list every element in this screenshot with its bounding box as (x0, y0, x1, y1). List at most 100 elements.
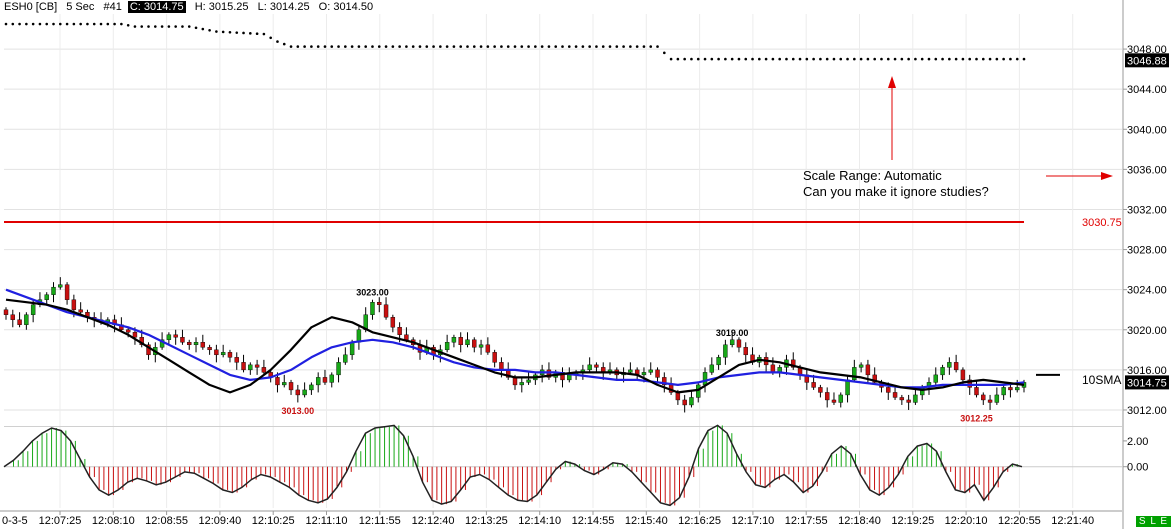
candle-body (58, 284, 63, 288)
chart-header: ESH0 [CB] 5 Sec #41 C: 3014.75 H: 3015.25… (4, 1, 379, 13)
study-dot (771, 57, 775, 61)
study-dot (995, 57, 999, 61)
study-dot (547, 45, 551, 48)
study-dot (629, 45, 632, 48)
study-dot (778, 57, 781, 61)
study-dot (4, 22, 8, 26)
study-dot (126, 23, 130, 27)
study-dot (934, 57, 938, 61)
candle-body (906, 399, 911, 403)
candle-body (254, 364, 260, 368)
price-label-box (1125, 375, 1169, 390)
study-dot (364, 45, 367, 48)
candle-body (10, 314, 15, 320)
time-tick-label: 12:07:25 (39, 515, 82, 527)
candle-body (478, 344, 484, 348)
candle-body (71, 299, 77, 310)
study-dot (649, 45, 653, 48)
candle-body (736, 339, 742, 348)
study-dot (676, 57, 680, 61)
candle-body (444, 342, 450, 351)
time-tick-label: 12:15:40 (625, 515, 668, 527)
study-dot (486, 45, 490, 48)
study-dot (147, 25, 150, 28)
candle-body (132, 332, 138, 338)
candle-body (791, 359, 796, 368)
candle-body (953, 362, 959, 371)
study-dot (120, 22, 123, 26)
study-dot (113, 22, 116, 26)
study-dot (79, 22, 82, 26)
candle-body (831, 399, 837, 403)
candle-body (30, 304, 36, 315)
time-tick-label: 12:10:25 (252, 515, 295, 527)
study-dot (920, 57, 924, 61)
candle-body (628, 369, 633, 373)
candle-body (187, 342, 192, 346)
study-dot (696, 57, 700, 61)
study-dot (812, 57, 815, 61)
extreme-price-label: 3023.00 (356, 288, 389, 298)
time-tick-label: 12:09:40 (198, 515, 241, 527)
study-dot (819, 57, 822, 61)
candle-body (282, 382, 287, 386)
study-dot (717, 57, 720, 61)
study-dot (880, 57, 883, 61)
study-dot (65, 22, 69, 26)
candle-body (546, 369, 552, 378)
price-label-box (1125, 53, 1169, 68)
study-dot (798, 57, 802, 61)
candle-body (241, 362, 246, 371)
candle-body (275, 377, 280, 386)
axis-tick-label: 2.00 (1127, 436, 1148, 448)
candle-body (499, 362, 504, 371)
study-dot (832, 57, 836, 61)
study-label: 10SMA (1082, 373, 1121, 387)
study-dot (344, 45, 347, 48)
study-dot (405, 45, 408, 48)
low-price-label: L: 3014.25 (257, 1, 310, 13)
study-dot (215, 30, 218, 33)
candle-body (519, 382, 524, 386)
study-dot (38, 22, 42, 26)
study-dot (791, 57, 795, 61)
study-dot (581, 45, 585, 48)
candle-body (913, 394, 918, 403)
study-dot (472, 45, 476, 48)
status-badge[interactable]: S L E (1135, 516, 1171, 527)
study-dot (988, 57, 992, 61)
study-dot (133, 25, 137, 28)
candlestick-series (3, 277, 1027, 413)
time-tick-label: 12:17:10 (731, 515, 774, 527)
study-dot (432, 45, 435, 48)
axis-tick-label: 3016.00 (1127, 365, 1167, 377)
time-tick-label: 12:17:55 (785, 515, 828, 527)
price-label: 3046.88 (1127, 55, 1167, 67)
study-dot (208, 28, 211, 32)
study-dot (174, 25, 177, 28)
candle-body (24, 314, 29, 325)
study-dot (968, 57, 972, 61)
interval-label: 5 Sec (66, 1, 95, 13)
study-dot (221, 30, 225, 34)
candle-body (44, 294, 49, 300)
data-labels: 3023.00 3013.00 3019.00 3012.25 (282, 288, 993, 424)
price-axis: 3048.00 3044.00 3040.00 3036.00 3032.00 3028.… (1082, 0, 1169, 529)
dotted-study-series (4, 22, 1026, 61)
candle-body (451, 337, 457, 343)
study-dot (561, 45, 564, 48)
candle-body (974, 387, 979, 396)
candle-body (404, 334, 409, 340)
study-dot (72, 22, 76, 26)
study-dot (690, 57, 693, 61)
annotation-note: Scale Range: Automatic Can you make it i… (803, 168, 989, 200)
study-dot (350, 45, 354, 48)
candle-body (166, 334, 172, 340)
study-dot (663, 51, 666, 55)
candle-body (248, 364, 253, 371)
study-dot (866, 57, 870, 61)
candle-body (227, 352, 233, 358)
candle-body (485, 344, 491, 353)
study-dot (18, 22, 21, 26)
